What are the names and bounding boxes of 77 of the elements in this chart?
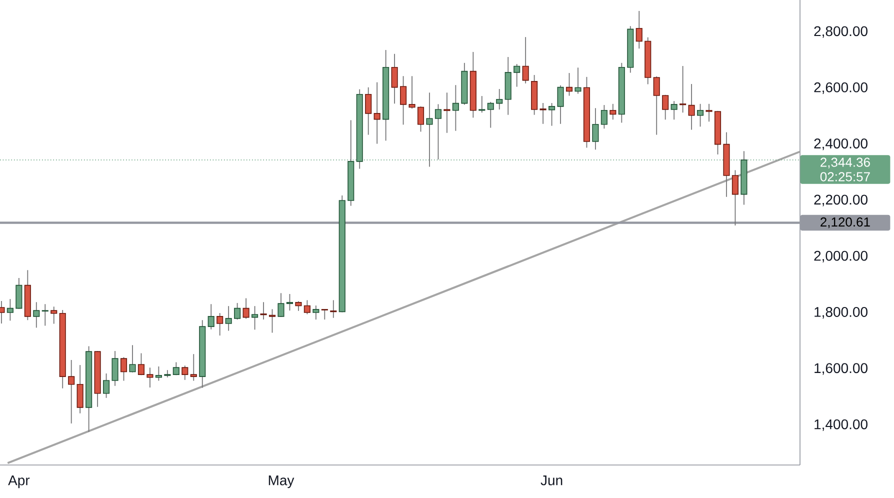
candlestick (496, 88, 503, 110)
candlestick (610, 103, 616, 120)
x-tick-label: Jun (540, 476, 562, 486)
candlestick (706, 103, 712, 122)
text: 02:25:57 (820, 172, 870, 182)
candlestick (172, 362, 180, 376)
candlestick (278, 292, 284, 318)
candlestick (295, 300, 302, 312)
y-tick-label: 2,400.00 (814, 138, 868, 150)
candlestick (540, 102, 546, 124)
candlestick (522, 36, 529, 84)
candlestick (653, 76, 660, 136)
candlestick (252, 306, 258, 330)
candlestick (112, 350, 118, 386)
candlestick (417, 106, 424, 132)
candlestick (697, 103, 704, 128)
x-tick-label: Apr (8, 476, 30, 488)
y-tick-label: 2,200.00 (814, 194, 868, 206)
candlestick (138, 352, 145, 376)
candlestick (260, 302, 267, 320)
y-tick-label: 1,600.00 (814, 363, 868, 375)
candlestick (68, 360, 75, 424)
candlestick (636, 10, 642, 50)
candlestick (208, 304, 214, 330)
candlestick (444, 92, 450, 134)
candlestick (662, 94, 669, 120)
candlestick (600, 104, 608, 130)
candlestick (365, 86, 372, 136)
candlestick (574, 67, 582, 94)
candlestick (434, 104, 442, 160)
candlestick (216, 312, 224, 336)
candlestick (6, 298, 14, 322)
candlestick (190, 354, 197, 382)
y-tick-label: 2,800.00 (814, 26, 868, 38)
candlestick (268, 308, 276, 334)
candlestick (374, 82, 380, 144)
ref-line-label: 2,344.36 (820, 158, 870, 168)
candlestick (478, 96, 486, 114)
candlestick (321, 308, 328, 320)
candlestick (225, 306, 232, 332)
candlestick (155, 366, 162, 382)
candlestick (242, 298, 250, 320)
candlestick (286, 294, 294, 312)
candlestick (42, 304, 48, 326)
ref-line-label: 2,120.61 (820, 217, 870, 228)
candlestick (680, 66, 686, 114)
candlestick (592, 108, 599, 150)
candlestick (566, 72, 573, 96)
candlestick (50, 306, 58, 324)
candlestick (16, 278, 22, 310)
candlestick (548, 102, 556, 126)
candlestick (312, 305, 320, 320)
y-tick-label: 2,000.00 (814, 250, 868, 262)
candlestick (234, 302, 241, 320)
candlestick (670, 100, 678, 120)
candlestick (76, 364, 84, 414)
candlestick (408, 76, 416, 110)
candlestick (487, 101, 494, 128)
y-tick-label: 1,400.00 (814, 419, 868, 431)
candlestick (304, 300, 310, 315)
candlestick (452, 84, 459, 132)
candlestick (33, 302, 40, 328)
x-tick-label: May (268, 476, 294, 488)
candlestick (732, 170, 739, 226)
candlestick (129, 344, 136, 373)
candlestick (514, 64, 520, 88)
candlestick (400, 76, 407, 126)
candlestick (182, 365, 188, 380)
candlestick (330, 300, 337, 318)
candlestick (146, 367, 154, 388)
candlestick (688, 84, 695, 130)
y-tick-label: 1,800.00 (814, 307, 868, 319)
candlestick (103, 373, 110, 398)
y-tick-label: 2,600.00 (814, 82, 868, 94)
candlestick (557, 84, 564, 124)
candlestick (120, 356, 128, 382)
candlestick (391, 53, 398, 104)
